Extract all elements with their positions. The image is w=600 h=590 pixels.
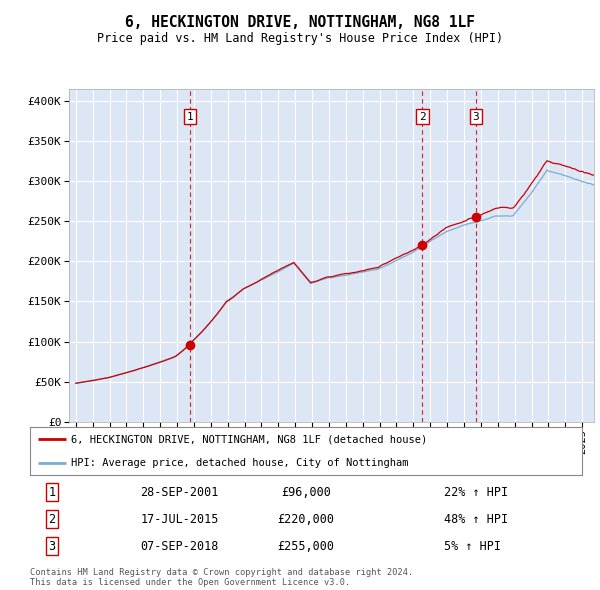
Text: Contains HM Land Registry data © Crown copyright and database right 2024.
This d: Contains HM Land Registry data © Crown c… (30, 568, 413, 587)
Text: 2: 2 (419, 112, 426, 122)
Text: 1: 1 (49, 486, 56, 499)
Text: 48% ↑ HPI: 48% ↑ HPI (444, 513, 508, 526)
Text: £220,000: £220,000 (277, 513, 335, 526)
Text: 17-JUL-2015: 17-JUL-2015 (140, 513, 219, 526)
Text: 3: 3 (49, 540, 56, 553)
Text: 3: 3 (472, 112, 479, 122)
Text: HPI: Average price, detached house, City of Nottingham: HPI: Average price, detached house, City… (71, 458, 409, 468)
Text: 6, HECKINGTON DRIVE, NOTTINGHAM, NG8 1LF: 6, HECKINGTON DRIVE, NOTTINGHAM, NG8 1LF (125, 15, 475, 30)
Text: 1: 1 (187, 112, 193, 122)
Text: Price paid vs. HM Land Registry's House Price Index (HPI): Price paid vs. HM Land Registry's House … (97, 32, 503, 45)
Text: 6, HECKINGTON DRIVE, NOTTINGHAM, NG8 1LF (detached house): 6, HECKINGTON DRIVE, NOTTINGHAM, NG8 1LF… (71, 434, 428, 444)
Text: 07-SEP-2018: 07-SEP-2018 (140, 540, 219, 553)
Text: 22% ↑ HPI: 22% ↑ HPI (444, 486, 508, 499)
Text: 5% ↑ HPI: 5% ↑ HPI (444, 540, 501, 553)
Text: £96,000: £96,000 (281, 486, 331, 499)
Text: 2: 2 (49, 513, 56, 526)
Text: £255,000: £255,000 (277, 540, 335, 553)
Text: 28-SEP-2001: 28-SEP-2001 (140, 486, 219, 499)
